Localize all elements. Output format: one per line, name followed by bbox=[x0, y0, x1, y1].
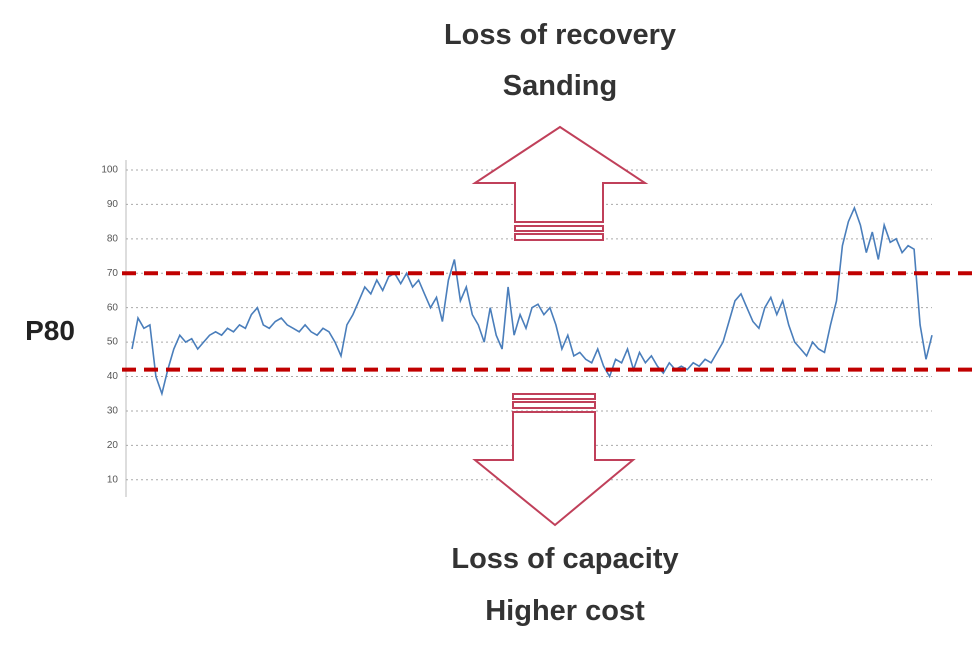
annotation: Sanding bbox=[503, 70, 617, 102]
arrow-shape bbox=[471, 125, 649, 223]
arrow-stripe bbox=[512, 401, 596, 409]
arrow-down bbox=[472, 393, 636, 527]
y-tick-label: 70 bbox=[107, 268, 119, 279]
arrow-up bbox=[471, 125, 649, 241]
annotation: Loss of capacity bbox=[451, 543, 678, 575]
y-tick-label: 60 bbox=[107, 302, 119, 313]
y-axis-label: P80 bbox=[25, 315, 75, 346]
arrow-stripe bbox=[514, 225, 604, 232]
arrow-stripe bbox=[512, 393, 596, 400]
y-tick-label: 30 bbox=[107, 406, 119, 417]
annotation: Loss of recovery bbox=[444, 19, 676, 51]
y-tick-label: 20 bbox=[107, 440, 119, 451]
y-tick-label: 80 bbox=[107, 233, 119, 244]
y-tick-label: 100 bbox=[101, 165, 118, 176]
y-tick-label: 90 bbox=[107, 199, 119, 210]
arrow-stripe bbox=[514, 233, 604, 241]
arrow-shape bbox=[472, 411, 636, 527]
y-tick-label: 40 bbox=[107, 371, 119, 382]
y-tick-label: 50 bbox=[107, 337, 119, 348]
y-tick-label: 10 bbox=[107, 474, 119, 485]
annotation: Higher cost bbox=[485, 595, 645, 627]
plot-area: 10 20 30 40 50 60 70 80 90 100 bbox=[101, 160, 975, 497]
data-line bbox=[131, 205, 933, 397]
